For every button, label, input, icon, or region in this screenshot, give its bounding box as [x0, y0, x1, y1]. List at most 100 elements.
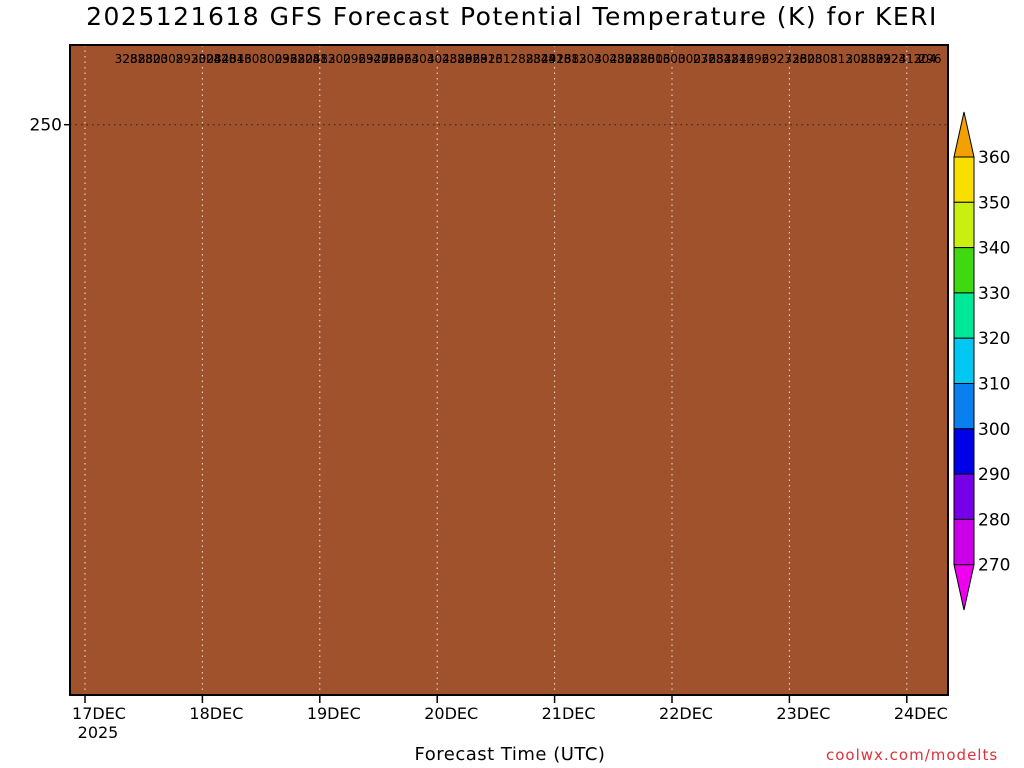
contour-label: 304: [427, 52, 450, 66]
contour-label: 300: [259, 52, 282, 66]
contour-label: 296: [343, 52, 366, 66]
contour-label: 292: [876, 52, 899, 66]
contour-label: 288: [123, 52, 146, 66]
contour-label: 328: [465, 52, 488, 66]
contour-label: 324: [198, 52, 221, 66]
contour-label: 276: [693, 52, 716, 66]
x-year-label: 2025: [78, 723, 119, 742]
terrain-layer: [70, 45, 948, 695]
y-tick-label: 250: [30, 116, 62, 136]
colorbar-segment: [953, 247, 975, 294]
contour-label: 320: [632, 52, 655, 66]
x-tick-label: 21DEC: [542, 704, 596, 723]
x-tick-label: 23DEC: [776, 704, 830, 723]
contour-label: 308: [815, 52, 838, 66]
contour-label: 312: [313, 52, 336, 66]
contour-label: 316: [548, 52, 571, 66]
contour-label: 296: [457, 52, 480, 66]
colorbar-segment: [953, 292, 975, 339]
contour-label: 288: [625, 52, 648, 66]
colorbar: 360 350 340 330 320 310 300 290 280 270: [953, 111, 1010, 611]
contour-label: 308: [845, 52, 868, 66]
contour-label: 332: [716, 52, 739, 66]
credit-link[interactable]: coolwx.com/modelts: [826, 746, 999, 764]
contour-label: 284: [724, 52, 747, 66]
plot-area: [70, 45, 948, 695]
x-axis: 17DEC 18DEC 19DEC 20DEC 21DEC 22DEC 23DEC 24DEC: [72, 695, 948, 723]
colorbar-tick-label: 300: [978, 420, 1010, 440]
contour-label: 316: [647, 52, 670, 66]
colorbar-extend-bottom: [953, 564, 975, 611]
contour-label: 288: [511, 52, 534, 66]
colorbar-segment: [953, 383, 975, 430]
colorbar-tick-label: 320: [978, 329, 1010, 349]
colorbar-tick-label: 360: [978, 148, 1010, 168]
colorbar-segment: [953, 428, 975, 475]
x-tick-label: 22DEC: [659, 704, 713, 723]
contour-label: 304: [412, 52, 435, 66]
contour-label: 316: [229, 52, 252, 66]
contour-label: 312: [495, 52, 518, 66]
contour-label: 280: [138, 52, 161, 66]
colorbar-segment: [953, 156, 975, 203]
contour-label: 288: [442, 52, 465, 66]
contour-label: 344: [533, 52, 556, 66]
contour-label: 280: [792, 52, 815, 66]
contour-label: 328: [115, 52, 138, 66]
contour-label: 292: [473, 52, 496, 66]
contour-label: 280: [609, 52, 632, 66]
colorbar-segment: [953, 473, 975, 520]
contour-label: 324: [396, 52, 419, 66]
contour-label: 288: [305, 52, 328, 66]
contour-label: 304: [914, 52, 937, 66]
contour-label: 300: [678, 52, 701, 66]
contour-label: 340: [366, 52, 389, 66]
x-tick-label: 24DEC: [894, 704, 948, 723]
contour-label: 308: [160, 52, 183, 66]
contour-label: 300: [663, 52, 686, 66]
contour-label: 320: [145, 52, 168, 66]
colorbar-tick-label: 270: [978, 556, 1010, 576]
contour-label: 280: [861, 52, 884, 66]
contour-label: 284: [708, 52, 731, 66]
colorbar-tick-label: 350: [978, 193, 1010, 213]
contour-label: 300: [191, 52, 214, 66]
contour-label: 332: [282, 52, 305, 66]
contour-label: 288: [556, 52, 579, 66]
contour-label: 332: [868, 52, 891, 66]
contour-label: 324: [883, 52, 906, 66]
contour-label: 316: [480, 52, 503, 66]
contour-label: 328: [701, 52, 724, 66]
plot-frame: [69, 44, 949, 696]
colorbar-tick-label: 310: [978, 375, 1010, 395]
contour-label: 292: [358, 52, 381, 66]
contour-label: 316: [731, 52, 754, 66]
colorbar-segment: [953, 337, 975, 385]
contour-label: 304: [594, 52, 617, 66]
contour-label: 284: [221, 52, 244, 66]
contour-label: 280: [640, 52, 663, 66]
x-tick-label: 17DEC: [72, 704, 126, 723]
contour-label: 280: [290, 52, 313, 66]
contour-label: 336: [449, 52, 472, 66]
terrain-fill: [70, 45, 948, 695]
colorbar-tick-label: 290: [978, 465, 1010, 485]
colorbar-tick-label: 330: [978, 284, 1010, 304]
contour-label: 312: [564, 52, 587, 66]
contour-label: 300: [328, 52, 351, 66]
contour-label: 324: [297, 52, 320, 66]
contour-label: 312: [899, 52, 922, 66]
contour-label: 296: [919, 52, 942, 66]
contour-label: 320: [381, 52, 404, 66]
contour-label: 296: [746, 52, 769, 66]
x-tick-label: 20DEC: [424, 704, 478, 723]
colorbar-tick-label: 280: [978, 510, 1010, 530]
contour-label: 328: [800, 52, 823, 66]
contour-label: 292: [176, 52, 199, 66]
grid-lines: [70, 45, 948, 695]
contour-label: 272: [777, 52, 800, 66]
contour-label: 308: [244, 52, 267, 66]
contour-label: 284: [526, 52, 549, 66]
contour-label: 304: [579, 52, 602, 66]
contour-label: 328: [130, 52, 153, 66]
